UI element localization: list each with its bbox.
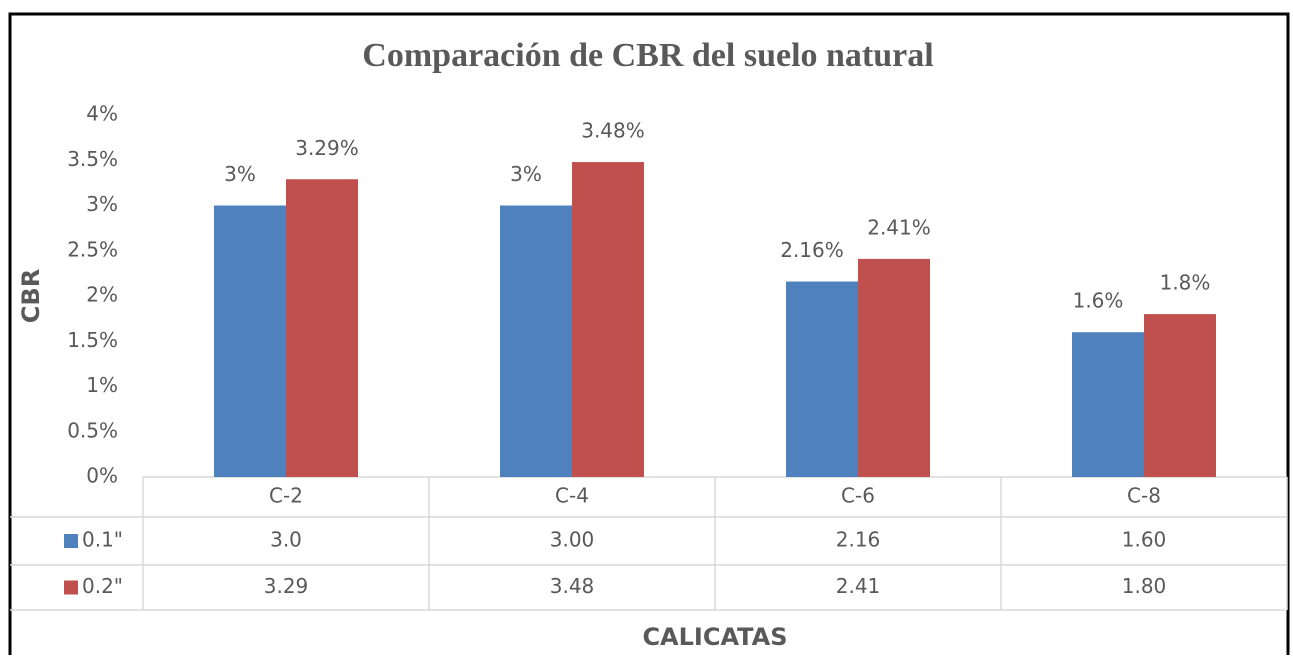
bar — [500, 205, 572, 477]
bar — [572, 162, 644, 477]
table-cell: 2.41 — [836, 574, 881, 598]
table-cell: 1.80 — [1122, 574, 1167, 598]
table-cell: 3.0 — [270, 528, 302, 552]
x-tick-label: C-6 — [841, 484, 875, 508]
y-tick-label: 3% — [86, 192, 118, 216]
frame — [8, 12, 1290, 659]
data-label: 3% — [510, 162, 542, 186]
y-tick-label: 0.5% — [67, 418, 118, 442]
y-tick-label: 1% — [86, 373, 118, 397]
y-axis-label: CBR — [17, 269, 45, 323]
x-tick-label: C-8 — [1127, 484, 1161, 508]
bar — [214, 205, 286, 477]
data-label: 3% — [224, 162, 256, 186]
data-label: 1.6% — [1073, 289, 1124, 313]
y-tick-label: 2% — [86, 283, 118, 307]
y-tick-label: 1.5% — [67, 328, 118, 352]
y-tick-label: 4% — [86, 102, 118, 126]
data-label: 3.29% — [295, 136, 359, 160]
table-cell: 2.16 — [836, 528, 881, 552]
table-cell: 3.29 — [264, 574, 309, 598]
legend-label: 0.2" — [82, 574, 123, 598]
table-cell: 3.00 — [550, 528, 595, 552]
data-label: 1.8% — [1160, 271, 1211, 295]
bar — [286, 179, 358, 477]
x-tick-label: C-4 — [555, 484, 589, 508]
bar — [858, 258, 930, 477]
legend-swatch — [64, 534, 78, 548]
data-label: 2.16% — [780, 238, 844, 262]
x-axis-label: CALICATAS — [642, 623, 787, 651]
table-cell: 1.60 — [1122, 528, 1167, 552]
data-label: 2.41% — [867, 215, 931, 239]
bar — [1072, 332, 1144, 477]
chart-title: Comparación de CBR del suelo natural — [362, 37, 933, 74]
y-tick-label: 0% — [86, 464, 118, 488]
legend-label: 0.1" — [82, 528, 123, 552]
y-tick-label: 3.5% — [67, 147, 118, 171]
x-tick-label: C-2 — [269, 484, 303, 508]
legend-swatch — [64, 580, 78, 595]
table-cell: 3.48 — [550, 574, 595, 598]
data-label: 3.48% — [581, 119, 645, 143]
y-tick-label: 2.5% — [67, 237, 118, 261]
bar — [786, 281, 858, 477]
bar — [1144, 314, 1216, 477]
